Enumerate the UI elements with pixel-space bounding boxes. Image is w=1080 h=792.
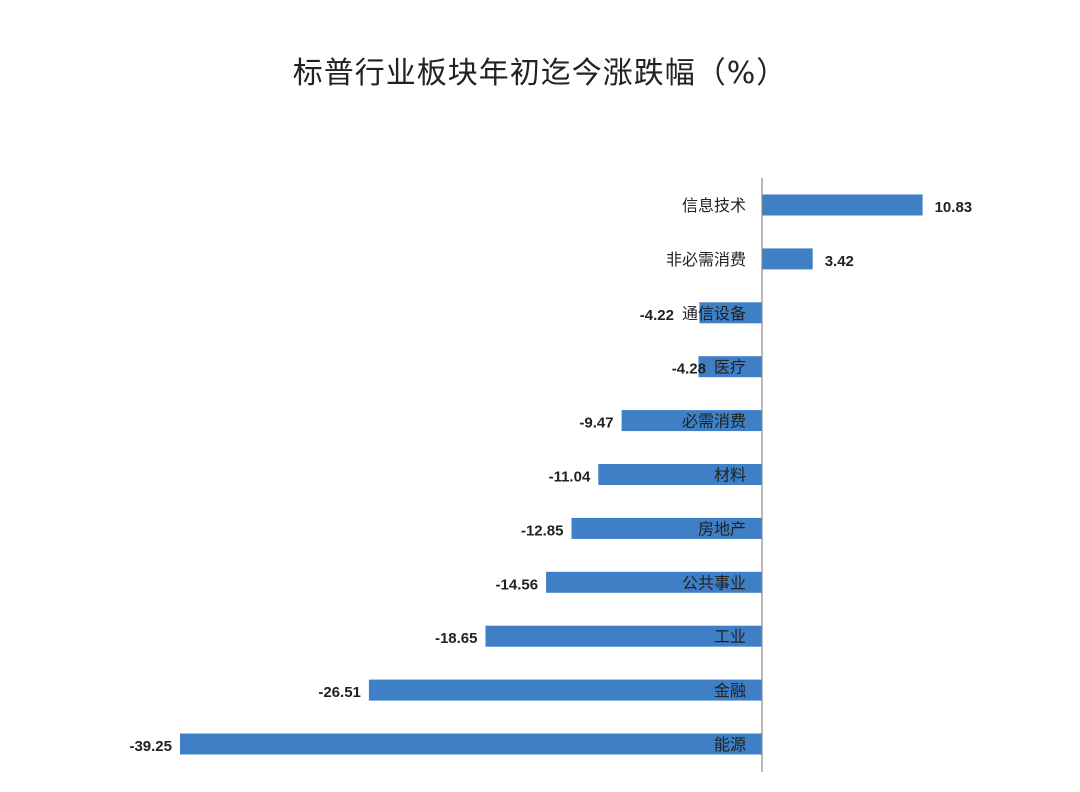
value-label: -12.85 <box>521 522 564 539</box>
value-label: -26.51 <box>318 684 361 701</box>
bar-6 <box>598 464 762 485</box>
bar-10 <box>368 679 762 701</box>
category-label: 公共事业 <box>682 573 746 592</box>
category-label: 工业 <box>714 627 746 646</box>
bar-4 <box>698 356 762 378</box>
category-label: 房地产 <box>698 519 746 538</box>
value-label: 10.83 <box>935 199 973 216</box>
category-label: 材料 <box>714 466 746 485</box>
value-label: -18.65 <box>435 630 478 647</box>
category-label: 通信设备 <box>682 304 746 323</box>
bar-2 <box>762 248 813 270</box>
category-label: 金融 <box>714 681 746 700</box>
bar-9 <box>485 625 762 647</box>
value-label: -4.22 <box>640 307 674 324</box>
value-label: -14.56 <box>496 576 539 593</box>
category-label: 能源 <box>714 735 746 754</box>
bar-7 <box>571 517 762 539</box>
value-label: 3.42 <box>825 253 854 270</box>
category-label: 信息技术 <box>682 196 746 215</box>
value-label: -4.28 <box>672 361 706 378</box>
bar-5 <box>621 410 762 432</box>
bar-1 <box>762 194 923 216</box>
value-label: -39.25 <box>129 738 172 755</box>
value-label: -9.47 <box>579 415 613 432</box>
bar-3 <box>699 302 762 324</box>
bars-layer <box>180 194 923 755</box>
category-label: 非必需消费 <box>666 250 746 269</box>
value-label: -11.04 <box>549 469 591 486</box>
category-label: 医疗 <box>714 358 746 377</box>
bar-11 <box>180 733 762 755</box>
category-label: 必需消费 <box>682 412 746 431</box>
chart-title: 标普行业板块年初迄今涨跌幅（%） <box>292 56 788 91</box>
labels-layer: 信息技术 10.83 非必需消费 3.42 通信设备 -4.22 医疗 -4.28 必需消费 -9… <box>129 196 972 755</box>
bar-8 <box>546 571 762 593</box>
